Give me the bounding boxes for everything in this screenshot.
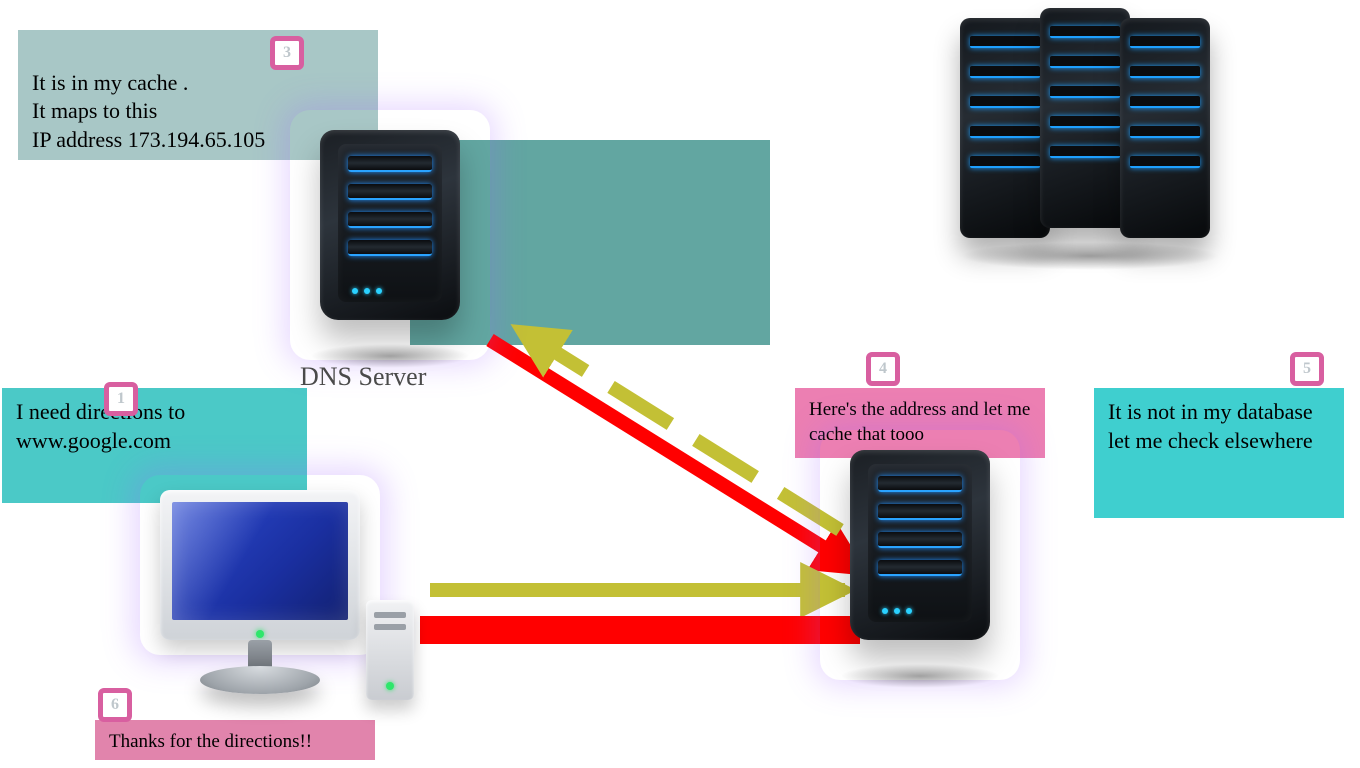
dns-server-icon <box>300 120 480 350</box>
dns-server-label: DNS Server <box>300 362 426 392</box>
step6-text: Thanks for the directions!! <box>109 731 312 752</box>
step6-num: 6 <box>111 696 119 714</box>
arrow-recursive-to-dns <box>520 330 840 530</box>
step3-num: 3 <box>283 44 291 62</box>
step4-num: 4 <box>879 360 887 378</box>
recursive-server-icon <box>830 440 1010 670</box>
step6-badge: 6 <box>98 688 132 722</box>
step5-num: 5 <box>1303 360 1311 378</box>
step4-text: Here's the address and let me cache that… <box>809 399 1030 445</box>
client-pc-icon <box>130 480 430 730</box>
step5-text: It is not in my database let me check el… <box>1108 399 1313 453</box>
step5-badge: 5 <box>1290 352 1324 386</box>
step3-badge: 3 <box>270 36 304 70</box>
step4-badge: 4 <box>866 352 900 386</box>
step1-badge: 1 <box>104 382 138 416</box>
diagram-stage: It is in my cache . It maps to this IP a… <box>0 0 1360 768</box>
step3-text: It is in my cache . It maps to this IP a… <box>32 70 265 152</box>
step1-num: 1 <box>117 390 125 408</box>
step5-box: It is not in my database let me check el… <box>1094 388 1344 518</box>
step1-text: I need directions to www.google.com <box>16 399 185 453</box>
root-server-icon <box>960 0 1220 250</box>
